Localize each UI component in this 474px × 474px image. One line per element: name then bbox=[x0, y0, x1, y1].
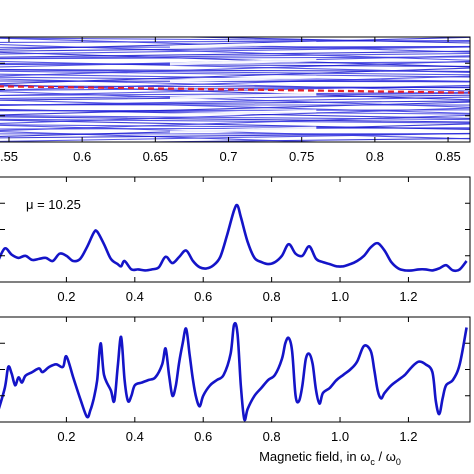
gap-line bbox=[169, 126, 317, 134]
gap-line bbox=[169, 41, 317, 49]
x-axis-label-part: / ω bbox=[375, 449, 396, 464]
x-tick-label: 0.65 bbox=[143, 149, 168, 164]
x-tick-label: 0.8 bbox=[366, 149, 384, 164]
gap-line bbox=[169, 58, 317, 66]
x-axis-upper: 0.2 0.4 0.6 0.8 1.0 1.2 bbox=[0, 177, 470, 304]
level-lines bbox=[0, 37, 470, 142]
x-axis-label-sub: 0 bbox=[396, 457, 401, 467]
level-line bbox=[0, 52, 470, 60]
x-axis-lower: 0.2 0.4 0.6 0.8 1.0 1.2 bbox=[0, 317, 470, 444]
mu-annotation: μ = 10.25 bbox=[26, 197, 81, 212]
series-line bbox=[0, 321, 468, 422]
level-line bbox=[0, 37, 470, 50]
x-tick-label: 1.2 bbox=[399, 429, 417, 444]
panel-spectrum: .55 0.6 0.65 0.7 0.75 0.8 0.85 bbox=[0, 36, 471, 164]
x-tick-label: 1.0 bbox=[331, 429, 349, 444]
level-line bbox=[0, 91, 470, 97]
x-tick-label: 0.75 bbox=[289, 149, 314, 164]
level-line bbox=[0, 84, 470, 101]
level-line bbox=[166, 37, 470, 44]
x-tick-label: 0.4 bbox=[126, 429, 144, 444]
x-tick-label: 0.85 bbox=[435, 149, 460, 164]
x-tick-label: 0.8 bbox=[263, 429, 281, 444]
level-line bbox=[0, 51, 470, 68]
level-line bbox=[0, 46, 470, 55]
level-line bbox=[0, 69, 470, 72]
x-tick-label: 0.6 bbox=[73, 149, 91, 164]
level-line bbox=[0, 109, 470, 112]
x-axis-spectrum: .55 0.6 0.65 0.7 0.75 0.8 0.85 bbox=[0, 37, 470, 164]
panel-lower-response: 0.2 0.4 0.6 0.8 1.0 1.2 Magnetic field, in ωc… bbox=[0, 316, 471, 467]
level-line bbox=[103, 137, 470, 142]
x-tick-label: .55 bbox=[0, 149, 18, 164]
level-line bbox=[0, 99, 470, 114]
level-line bbox=[0, 60, 470, 73]
x-tick-label: 0.7 bbox=[219, 149, 237, 164]
level-line bbox=[0, 107, 470, 124]
level-line bbox=[0, 96, 470, 106]
gap-line bbox=[169, 92, 317, 100]
level-line bbox=[0, 60, 470, 77]
gap-band bbox=[169, 41, 317, 134]
x-tick-label: 0.6 bbox=[194, 429, 212, 444]
level-line bbox=[0, 118, 470, 124]
x-tick-label: 1.0 bbox=[331, 289, 349, 304]
level-line bbox=[0, 73, 470, 82]
axes-frame-upper bbox=[0, 176, 471, 283]
level-line bbox=[0, 85, 470, 89]
x-tick-label: 1.2 bbox=[399, 289, 417, 304]
level-line bbox=[0, 116, 470, 123]
x-tick-label: 0.6 bbox=[194, 289, 212, 304]
reference-dashed-line bbox=[0, 85, 470, 94]
x-axis-label-sub: c bbox=[370, 457, 375, 467]
plot-area-spectrum bbox=[0, 37, 470, 142]
level-line bbox=[0, 70, 470, 78]
plot-area-lower bbox=[0, 321, 468, 422]
series-line bbox=[0, 203, 468, 273]
level-line bbox=[0, 124, 470, 140]
x-axis-label: Magnetic field, in ωc / ω0 bbox=[259, 449, 401, 467]
level-line bbox=[0, 119, 470, 131]
panel-upper-response: 0.2 0.4 0.6 0.8 1.0 1.2 μ = 10.25 bbox=[0, 176, 471, 304]
plot-area-upper bbox=[0, 203, 468, 273]
x-tick-label: 0.2 bbox=[57, 289, 75, 304]
level-line bbox=[0, 69, 470, 76]
gap-line bbox=[169, 75, 317, 83]
x-tick-label: 0.4 bbox=[126, 289, 144, 304]
gap-line bbox=[169, 109, 317, 117]
level-line bbox=[0, 114, 470, 121]
level-line bbox=[0, 114, 470, 132]
x-axis-label-part: Magnetic field, in ω bbox=[259, 449, 370, 464]
level-line bbox=[0, 132, 470, 142]
x-tick-label: 0.2 bbox=[57, 429, 75, 444]
level-line bbox=[0, 75, 470, 91]
level-line bbox=[0, 50, 470, 58]
x-tick-label: 0.8 bbox=[263, 289, 281, 304]
